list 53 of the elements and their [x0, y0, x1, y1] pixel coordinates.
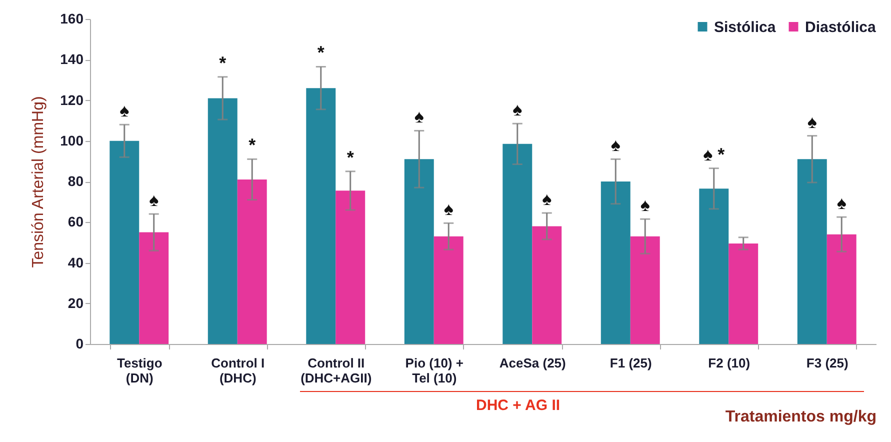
annotation: ♠ [807, 112, 818, 132]
x-tick-label: F2 (10) [708, 356, 750, 370]
annotation: ♠ [120, 100, 130, 121]
x-tick-label: Testigo (DN) [116, 356, 162, 386]
y-tick-label: 20 [68, 294, 84, 311]
y-tick-label: 80 [68, 173, 84, 189]
annotation: ♠ [444, 199, 454, 220]
y-tick-label: 140 [60, 51, 84, 68]
bar [826, 234, 856, 344]
annotation: ♠ [512, 100, 523, 120]
annotation: ♠ [836, 193, 847, 214]
x-tick-label: Pio (10) + Tel (10) [405, 356, 464, 386]
bar [306, 88, 336, 344]
annotation: ♠ [610, 135, 621, 156]
legend-label: Sistólica [714, 18, 776, 36]
bar [728, 243, 758, 344]
annotation: * [219, 52, 226, 73]
x-tick-label: F1 (25) [610, 356, 652, 370]
annotation: * [317, 42, 324, 63]
annotation: * [248, 135, 256, 156]
bar [699, 188, 729, 344]
y-tick-label: 60 [68, 214, 84, 230]
bar [502, 144, 532, 344]
annotation: * [346, 147, 354, 168]
annotation: ♠ [414, 106, 424, 127]
x-tick-label: Control II (DHC+AGII) [300, 356, 372, 386]
y-tick-label: 100 [60, 132, 84, 148]
x-tick-label: AceSa (25) [499, 356, 566, 370]
bar [208, 98, 238, 344]
y-tick-label: 160 [60, 10, 84, 26]
annotation: ♠ [542, 188, 552, 209]
bar [797, 159, 827, 344]
bar [336, 190, 366, 344]
x-axis-title: Tratamientos mg/kg [725, 408, 876, 426]
legend-label: Diastólica [805, 18, 877, 36]
text: DHC + AG II [476, 397, 560, 414]
bar [532, 226, 562, 344]
y-axis-title: Tensión Arterial (mmHg) [30, 96, 48, 268]
y-tick-label: 0 [76, 336, 84, 352]
x-tick-label: F3 (25) [806, 356, 848, 370]
bar [237, 179, 267, 344]
bar [434, 236, 464, 344]
y-tick-label: 40 [68, 254, 84, 270]
bar [139, 232, 169, 344]
y-tick-label: 120 [60, 92, 84, 108]
bar [110, 140, 140, 344]
annotation: ♠ [149, 190, 160, 210]
bar [630, 236, 660, 344]
annotation: ♠ * [703, 144, 725, 164]
x-tick-label: Control I (DHC) [211, 356, 265, 386]
annotation: ♠ [640, 195, 650, 216]
bar [404, 159, 434, 344]
bar [600, 182, 630, 344]
